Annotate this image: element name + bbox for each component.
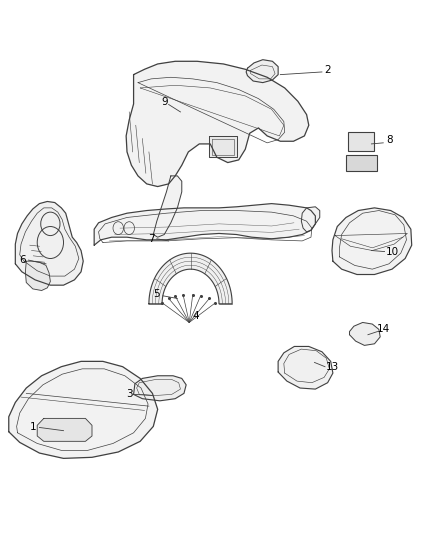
Text: 9: 9 bbox=[161, 98, 168, 107]
Polygon shape bbox=[332, 208, 412, 274]
Text: 7: 7 bbox=[148, 234, 155, 244]
Polygon shape bbox=[9, 361, 158, 458]
Bar bbox=[346, 155, 377, 171]
Polygon shape bbox=[15, 201, 83, 285]
Polygon shape bbox=[278, 346, 333, 389]
Text: 5: 5 bbox=[153, 289, 160, 299]
Polygon shape bbox=[209, 136, 237, 157]
Polygon shape bbox=[246, 60, 278, 83]
Polygon shape bbox=[350, 322, 380, 345]
Text: 14: 14 bbox=[377, 325, 390, 334]
Text: 4: 4 bbox=[192, 311, 199, 321]
Polygon shape bbox=[25, 261, 50, 290]
Text: 8: 8 bbox=[386, 135, 393, 144]
Text: 13: 13 bbox=[325, 362, 339, 372]
Polygon shape bbox=[94, 204, 315, 245]
Text: 1: 1 bbox=[29, 423, 36, 432]
Polygon shape bbox=[126, 61, 309, 187]
Bar bbox=[348, 132, 374, 151]
Polygon shape bbox=[149, 253, 232, 304]
Text: 2: 2 bbox=[324, 66, 331, 75]
Polygon shape bbox=[153, 176, 182, 237]
Text: 3: 3 bbox=[126, 390, 133, 399]
Polygon shape bbox=[301, 207, 320, 232]
Polygon shape bbox=[37, 418, 92, 441]
Text: 6: 6 bbox=[19, 255, 26, 265]
Polygon shape bbox=[134, 376, 186, 401]
Text: 10: 10 bbox=[385, 247, 399, 256]
